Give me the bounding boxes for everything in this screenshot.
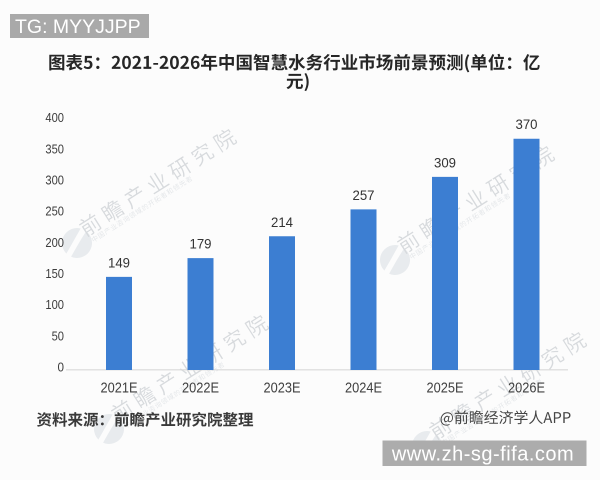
svg-text:350: 350 (45, 141, 64, 156)
svg-text:400: 400 (45, 110, 64, 125)
svg-text:214: 214 (271, 215, 293, 230)
svg-text:309: 309 (434, 155, 456, 170)
svg-text:370: 370 (516, 117, 538, 132)
svg-text:2025E: 2025E (427, 381, 464, 397)
svg-text:200: 200 (45, 235, 64, 250)
svg-text:2023E: 2023E (264, 381, 301, 397)
svg-text:149: 149 (108, 255, 130, 270)
svg-text:2022E: 2022E (182, 381, 219, 397)
svg-text:www.zh-sg-fifa.com: www.zh-sg-fifa.com (391, 444, 574, 466)
svg-text:250: 250 (45, 204, 64, 219)
svg-text:2021E: 2021E (101, 381, 138, 397)
svg-text:2026E: 2026E (508, 381, 545, 397)
svg-text:TG: MYYJJPP: TG: MYYJJPP (15, 16, 141, 38)
svg-text:0: 0 (58, 360, 65, 375)
svg-text:179: 179 (190, 237, 212, 252)
svg-text:50: 50 (52, 328, 64, 343)
svg-text:257: 257 (353, 188, 375, 203)
svg-text:100: 100 (45, 297, 64, 312)
svg-text:150: 150 (45, 266, 64, 281)
svg-text:2024E: 2024E (345, 381, 382, 397)
svg-text:300: 300 (45, 173, 64, 188)
